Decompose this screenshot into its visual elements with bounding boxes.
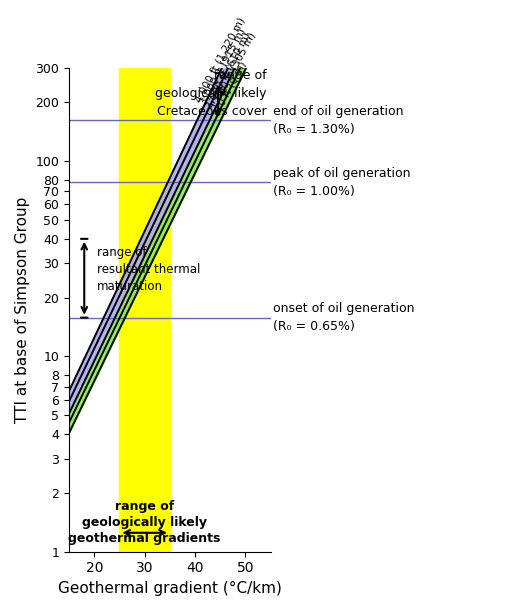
Text: range of
geologically likely
geothermal gradients: range of geologically likely geothermal … [68,500,221,545]
Text: end of oil generation
(R₀ = 1.30%): end of oil generation (R₀ = 1.30%) [273,104,403,136]
Text: 1,000 ft (305 m): 1,000 ft (305 m) [209,31,258,111]
Text: 0 ft (0 m): 0 ft (0 m) [216,59,248,107]
Text: 2,000 ft (610 m): 2,000 ft (610 m) [204,30,252,110]
Bar [120,68,170,552]
Text: range of
resultant thermal
maturation: range of resultant thermal maturation [97,246,201,293]
Text: range of
geologically likely
Cretaceous cover: range of geologically likely Cretaceous … [155,70,267,119]
Y-axis label: TTI at base of Simpson Group: TTI at base of Simpson Group [15,197,30,423]
Text: 3,000 ft (915 m): 3,000 ft (915 m) [199,27,247,107]
Text: peak of oil generation
(R₀ = 1.00%): peak of oil generation (R₀ = 1.00%) [273,167,410,198]
Text: onset of oil generation
(R₀ = 0.65%): onset of oil generation (R₀ = 0.65%) [273,302,414,333]
X-axis label: Geothermal gradient (°C/km): Geothermal gradient (°C/km) [58,581,282,596]
Text: 4,000 ft (1,220 m): 4,000 ft (1,220 m) [194,16,247,104]
